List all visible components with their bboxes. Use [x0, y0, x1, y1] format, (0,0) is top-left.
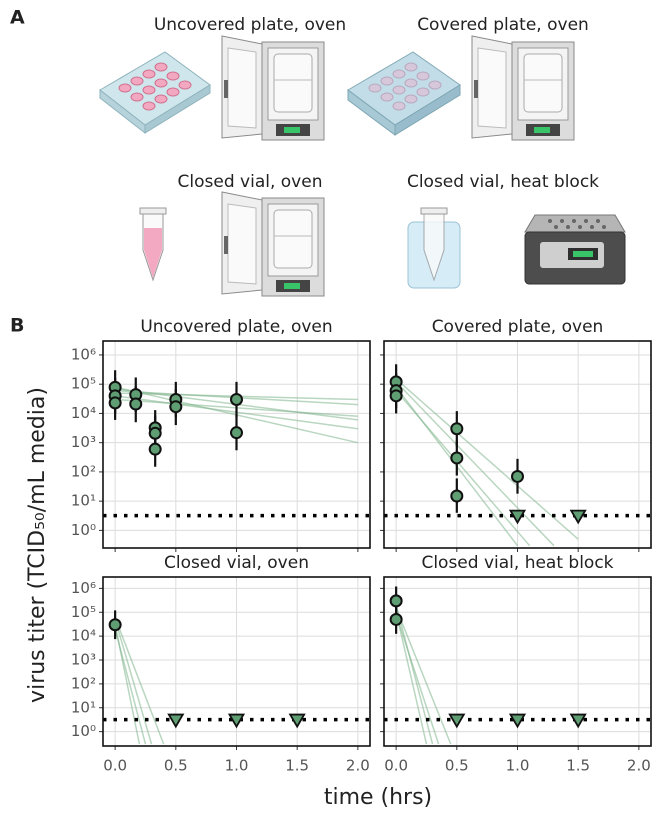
oven [472, 36, 574, 140]
below-limit-point [450, 715, 464, 727]
y-tick-label: 10⁵ [71, 375, 96, 393]
data-point [170, 401, 181, 412]
panel: Closed vial, oven 10⁰ 10¹ 10² 10³ 10⁴ 10⁵ 10⁶ 0.… [71, 553, 370, 775]
y-tick-label: 10⁴ [71, 404, 96, 422]
y-tick-label: 10⁴ [71, 627, 96, 645]
data-point [391, 390, 402, 401]
y-tick-label: 10² [71, 674, 96, 692]
figure: A B Uncovered plate, oven Covered plate,… [0, 0, 654, 814]
data-point [391, 595, 402, 606]
data-point [110, 619, 121, 630]
y-tick-label: 10⁰ [71, 521, 96, 539]
x-tick-label: 1.0 [225, 757, 249, 775]
y-tick-label: 10⁶ [71, 345, 96, 363]
illustration-label: Closed vial, oven [178, 172, 323, 192]
fit-line [115, 619, 151, 744]
data-point [451, 491, 462, 502]
x-tick-label: 0.5 [445, 757, 469, 775]
x-tick-label: 0.0 [103, 757, 127, 775]
data-point [130, 399, 141, 410]
illustration-label: Covered plate, oven [417, 15, 589, 35]
y-tick-label: 10³ [71, 433, 96, 451]
panel-label: A [10, 7, 25, 29]
x-tick-label: 1.0 [506, 757, 530, 775]
illustration-label: Closed vial, heat block [407, 172, 599, 192]
x-tick-label: 0.5 [164, 757, 188, 775]
data-point [231, 427, 242, 438]
fit-line [396, 615, 438, 745]
x-tick-label: 1.5 [566, 757, 590, 775]
data-point [451, 452, 462, 463]
x-tick-label: 1.5 [285, 757, 309, 775]
x-axis-label: time (hrs) [324, 785, 432, 810]
y-tick-label: 10¹ [71, 698, 96, 716]
fit-line [396, 612, 426, 744]
fit-lines [396, 605, 451, 744]
below-limit-point [169, 715, 183, 727]
panel: Closed vial, heat block 0.0 0.5 1.0 1.5 2.0 [380, 553, 651, 775]
heat-block [525, 215, 625, 284]
panel-label: B [10, 315, 24, 337]
fit-line [396, 379, 578, 539]
panel: Uncovered plate, oven 10⁰ 10¹ 10² 10³ 10⁴ 10⁵ 1… [71, 317, 370, 552]
fit-line [396, 605, 432, 744]
panel-title: Uncovered plate, oven [140, 317, 332, 337]
data-point [391, 614, 402, 625]
vial [140, 208, 166, 280]
vial-in-block [408, 208, 460, 288]
x-tick-label: 2.0 [627, 757, 651, 775]
data-point [150, 428, 161, 439]
data-point [110, 397, 121, 408]
well-plate [100, 52, 210, 133]
fit-line [396, 382, 554, 546]
y-tick-label: 10³ [71, 651, 96, 669]
y-tick-label: 10⁵ [71, 603, 96, 621]
data-point [451, 423, 462, 434]
panel-title: Closed vial, heat block [421, 553, 613, 573]
x-tick-label: 0.0 [384, 757, 408, 775]
data-point [150, 444, 161, 455]
y-axis-label: virus titer (TCID₅₀/mL media) [25, 387, 50, 703]
oven [222, 192, 324, 296]
panel-title: Closed vial, oven [164, 553, 309, 573]
y-tick-label: 10² [71, 462, 96, 480]
panel: Covered plate, oven [380, 317, 651, 552]
y-tick-label: 10⁰ [71, 722, 96, 740]
fit-line [396, 608, 451, 744]
y-tick-label: 10¹ [71, 492, 96, 510]
data-point [512, 471, 523, 482]
covered-plate [348, 52, 460, 135]
oven [222, 36, 324, 140]
fit-lines [396, 379, 578, 546]
y-tick-label: 10⁶ [71, 579, 96, 597]
x-tick-label: 2.0 [346, 757, 370, 775]
illustration-label: Uncovered plate, oven [154, 15, 346, 35]
data-point [231, 394, 242, 405]
panel-title: Covered plate, oven [432, 317, 604, 337]
